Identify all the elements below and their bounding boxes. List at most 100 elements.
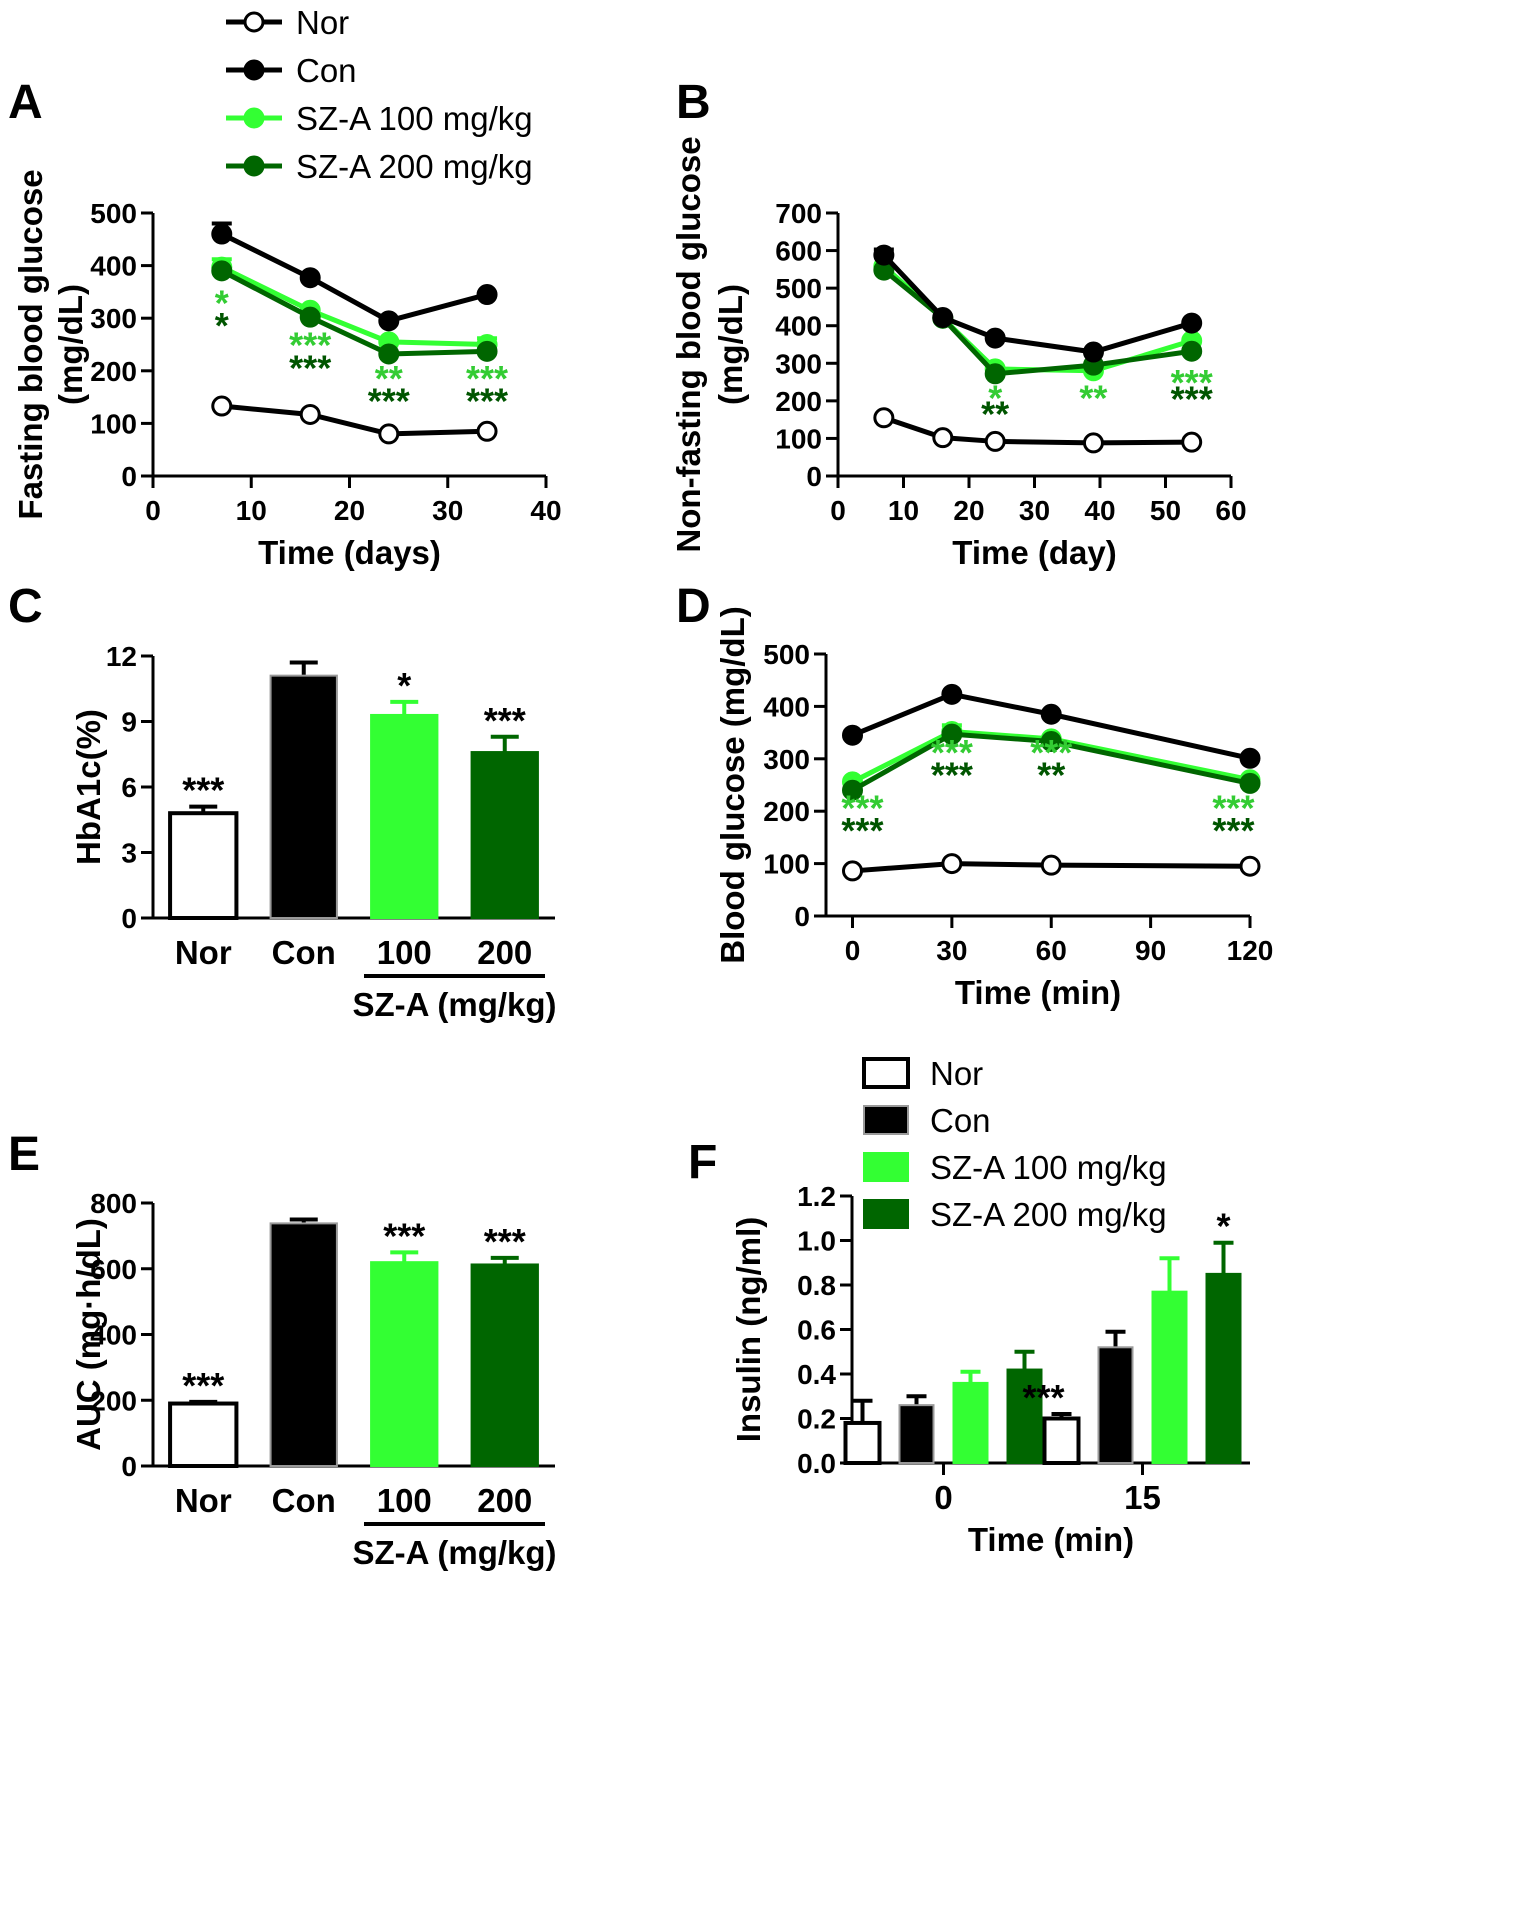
- data-point-con: [1040, 703, 1062, 725]
- legend-marker-nor: [243, 11, 265, 33]
- y-tick-label: 9: [121, 707, 137, 738]
- panel-f-insulin: F 0.0 0.2 0.4 0.6 0.8 1.0 1.2 Insulin (ng/ml) 0 15…: [688, 1136, 1250, 1558]
- data-point-sz-a-200-mg-kg: [211, 260, 233, 282]
- significance-mark: **: [375, 358, 403, 399]
- data-point-con: [941, 683, 963, 705]
- x-tick-label: 30: [936, 935, 967, 966]
- y-tick-label: 400: [775, 311, 822, 342]
- series-line-nor: [883, 415, 1192, 446]
- x-tick-label: 40: [530, 495, 561, 526]
- series-line-nor: [221, 403, 488, 437]
- significance-mark: *: [215, 283, 229, 324]
- data-point-sz-a-200-mg-kg: [1040, 731, 1062, 753]
- x-tick-label: 50: [1150, 495, 1181, 526]
- data-point-sz-a-200-mg-kg: [476, 340, 498, 362]
- y-tick-label: 1.2: [797, 1181, 836, 1212]
- y-tick-label: 100: [775, 423, 822, 454]
- x-category-label: 0: [934, 1479, 952, 1516]
- bar-sz-a-200-mg-kg-0: [1006, 1368, 1043, 1465]
- legend-label: SZ-A 200 mg/kg: [930, 1196, 1167, 1233]
- y-tick-label: 0.2: [797, 1404, 836, 1435]
- x-tick-label: 0: [145, 495, 161, 526]
- significance-mark: ***: [931, 755, 973, 796]
- x-axis-label: Time (min): [955, 974, 1121, 1011]
- legend-swatch-sz-a-100-mg-kg: [863, 1152, 909, 1182]
- significance-mark: ***: [1212, 788, 1254, 829]
- legend-swatch-sz-a-200-mg-kg: [863, 1199, 909, 1229]
- data-point-nor: [1082, 432, 1104, 454]
- data-point-sz-a-200-mg-kg: [299, 306, 321, 328]
- x-axis-label: Time (days): [258, 534, 441, 571]
- legend-label: SZ-A 100 mg/kg: [930, 1149, 1167, 1186]
- y-tick-label: 0: [794, 901, 810, 932]
- y-tick-label: 0.6: [797, 1315, 836, 1346]
- y-axis-label: Insulin (ng/ml): [730, 1217, 767, 1442]
- data-point-nor: [873, 407, 895, 429]
- x-tick-label: 10: [236, 495, 267, 526]
- legend-label: Nor: [930, 1055, 983, 1092]
- significance-mark: ***: [289, 347, 331, 388]
- significance-mark: ***: [466, 358, 508, 399]
- y-tick-label: 300: [763, 744, 810, 775]
- data-point-con: [873, 244, 895, 266]
- data-point-nor: [299, 403, 321, 425]
- y-tick-label: 200: [90, 1385, 137, 1416]
- legend-swatch-con: [863, 1105, 909, 1135]
- series-line-nor: [852, 861, 1251, 874]
- y-axis-label-units: (mg/dL): [52, 284, 89, 405]
- significance-mark: *: [397, 665, 411, 706]
- data-point-sz-a-200-mg-kg: [941, 723, 963, 745]
- x-tick-label: 20: [334, 495, 365, 526]
- significance-mark: ***: [1212, 810, 1254, 851]
- y-axis-label-units: (mg/dL): [712, 284, 749, 405]
- panel-label: F: [688, 1136, 717, 1189]
- x-category-label: 100: [377, 934, 432, 971]
- significance-mark: ***: [484, 700, 526, 741]
- y-tick-label: 600: [775, 236, 822, 267]
- bar-sz-a-100-mg-kg-0: [952, 1381, 989, 1465]
- series-line-sz-a-200-mg-kg: [851, 731, 1251, 793]
- y-tick-label: 3: [121, 838, 137, 869]
- significance-mark: ***: [1022, 1377, 1064, 1418]
- y-tick-label: 0.8: [797, 1270, 836, 1301]
- significance-mark: *: [988, 377, 1002, 418]
- y-tick-label: 0.4: [797, 1359, 836, 1390]
- legend-swatch-nor: [862, 1057, 910, 1089]
- panel-c-hba1c: C 0 3 6 9 12 HbA1c(%) Nor *** Con 100 * 200 *** SZ-A (…: [8, 580, 557, 1023]
- y-tick-label: 0: [121, 461, 137, 492]
- y-tick-label: 300: [775, 348, 822, 379]
- x-tick-label: 60: [1036, 935, 1067, 966]
- panel-b-nonfasting-glucose: B 0 100 200 300 400 500 600 700 0 10 20 30 40 50 60 Time…: [670, 76, 1247, 571]
- series-line-sz-a-100-mg-kg: [851, 729, 1251, 785]
- significance-mark: ***: [383, 1215, 425, 1256]
- data-point-nor: [932, 427, 954, 449]
- y-tick-label: 100: [90, 408, 137, 439]
- y-tick-label: 500: [775, 273, 822, 304]
- y-axis-label: HbA1c(%): [70, 709, 107, 865]
- x-tick-label: 30: [432, 495, 463, 526]
- data-point-con: [932, 306, 954, 328]
- y-tick-label: 0.0: [797, 1448, 836, 1479]
- x-tick-label: 0: [845, 935, 861, 966]
- y-tick-label: 200: [775, 386, 822, 417]
- panel-a-fasting-glucose: A 0 100 200 300 400 500 0 10 20 30 40 Time (days) Fas…: [8, 76, 562, 571]
- data-point-nor: [842, 860, 863, 882]
- data-point-con: [984, 327, 1006, 349]
- group-label: SZ-A (mg/kg): [352, 1534, 556, 1571]
- significance-mark: ***: [1171, 378, 1213, 419]
- series-line-con: [882, 253, 1193, 355]
- data-point-nor: [378, 423, 400, 445]
- y-tick-label: 1.0: [797, 1226, 836, 1257]
- significance-mark: ***: [182, 1365, 224, 1406]
- series-line-sz-a-200-mg-kg: [220, 268, 488, 357]
- y-tick-label: 200: [90, 356, 137, 387]
- panel-label: C: [8, 580, 43, 633]
- y-axis-label: AUC (mg·h/dL): [70, 1218, 107, 1451]
- x-tick-label: 0: [830, 495, 846, 526]
- bar-200: [470, 1263, 539, 1467]
- data-point-nor: [984, 430, 1006, 452]
- x-category-label: Con: [272, 934, 336, 971]
- significance-mark: ***: [466, 380, 508, 421]
